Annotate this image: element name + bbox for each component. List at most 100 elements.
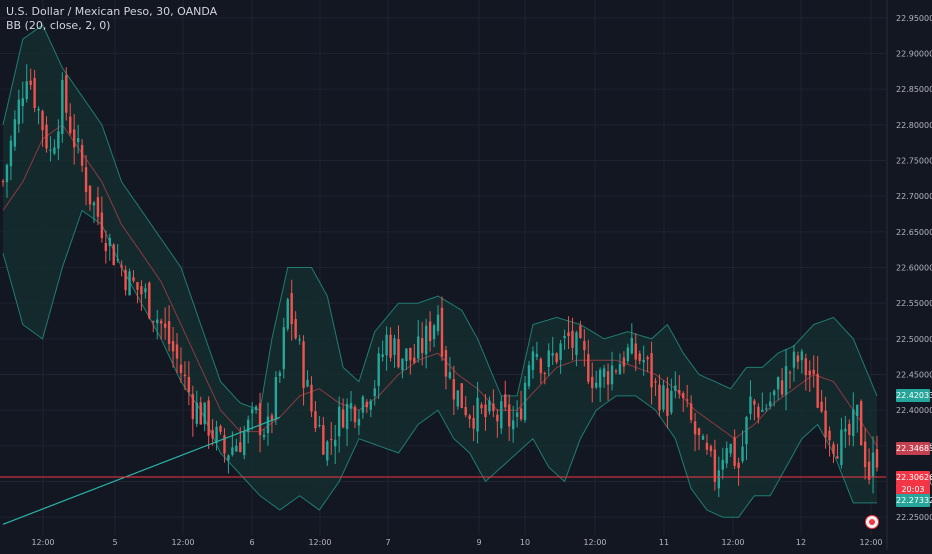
candle-body	[820, 401, 823, 412]
candle-body	[401, 358, 404, 371]
candle-body	[468, 415, 471, 419]
candle-body	[543, 373, 547, 375]
candle-body	[421, 338, 424, 354]
candle-body	[76, 138, 80, 143]
candle-body	[298, 339, 301, 341]
candle-body	[440, 307, 444, 357]
candle-body	[563, 335, 566, 339]
candle-body	[757, 406, 760, 418]
candle-body	[246, 419, 250, 433]
candle-body	[318, 424, 321, 426]
candle-body	[836, 456, 839, 459]
y-tick-label: 22.45000	[896, 371, 932, 380]
candle-body	[1, 181, 5, 183]
candle-body	[80, 144, 84, 166]
candle-body	[598, 369, 602, 388]
candle-body	[745, 416, 748, 445]
candle-body	[333, 439, 337, 447]
candle-body	[606, 371, 610, 385]
candle-body	[472, 418, 475, 429]
candle-body	[341, 409, 345, 428]
candle-body	[270, 415, 274, 421]
candle-body	[314, 411, 317, 429]
candle-body	[622, 357, 626, 367]
candle-body	[784, 366, 788, 395]
candle-body	[191, 394, 195, 420]
candle-body	[670, 390, 673, 413]
candle-body	[108, 238, 111, 246]
candle-body	[104, 243, 108, 252]
candle-body	[171, 340, 175, 352]
candle-body	[21, 98, 24, 107]
candle-body	[875, 449, 879, 468]
candle-body	[33, 77, 36, 109]
candle-body	[709, 446, 713, 452]
candle-body	[559, 343, 562, 360]
indicator-label[interactable]: BB (20, close, 2, 0)	[6, 19, 111, 32]
candle-body	[203, 402, 206, 425]
candle-body	[800, 351, 804, 361]
chart-settings-icon[interactable]	[865, 515, 879, 529]
candle-body	[152, 321, 155, 323]
candle-body	[508, 404, 511, 427]
candle-body	[175, 344, 179, 359]
x-tick-label: 12:00	[308, 538, 331, 547]
candle-body	[480, 404, 483, 409]
candle-body	[519, 408, 523, 420]
candle-body	[369, 400, 372, 410]
candle-body	[17, 99, 21, 125]
candle-body	[492, 403, 495, 412]
candle-body	[215, 426, 218, 444]
y-tick-label: 22.65000	[896, 228, 932, 237]
candle-body	[49, 149, 52, 151]
candle-body	[772, 390, 776, 396]
candle-body	[496, 414, 499, 422]
candle-body	[397, 339, 400, 368]
candle-body	[393, 338, 396, 355]
candle-body	[65, 75, 68, 113]
y-tick-label: 22.60000	[896, 264, 932, 273]
settings-dot-icon	[869, 519, 875, 525]
candle-body	[448, 372, 452, 379]
trend-line	[2, 416, 281, 525]
candle-body	[231, 447, 234, 455]
candle-body	[630, 338, 634, 354]
candle-body	[788, 372, 792, 374]
candle-body	[274, 377, 278, 419]
candle-body	[9, 140, 13, 167]
candle-body	[128, 271, 131, 296]
candle-body	[432, 325, 436, 340]
candle-body	[57, 131, 60, 149]
last-price-price-tag: 22.30626	[896, 470, 932, 484]
candle-body	[539, 358, 543, 374]
candle-body	[591, 376, 594, 389]
candle-body	[29, 80, 32, 85]
candle-body	[523, 382, 527, 421]
candle-body	[140, 286, 143, 295]
x-tick-label: 6	[249, 538, 254, 547]
candle-body	[733, 437, 736, 466]
candle-body	[678, 390, 681, 394]
candle-body	[136, 282, 139, 290]
candle-body	[484, 404, 487, 418]
candle-body	[682, 393, 685, 399]
candle-body	[381, 354, 384, 357]
y-tick-label: 22.40000	[896, 406, 932, 415]
x-tick-label: 5	[112, 538, 117, 547]
symbol-title[interactable]: U.S. Dollar / Mexican Peso, 30, OANDA	[6, 5, 218, 18]
x-tick-label: 12:00	[31, 538, 54, 547]
bollinger-upper-band	[2, 24, 878, 411]
candle-body	[476, 397, 479, 432]
candle-body	[345, 403, 349, 430]
candle-body	[409, 347, 412, 361]
candle-body	[595, 382, 598, 388]
chart-legend: U.S. Dollar / Mexican Peso, 30, OANDA BB…	[6, 5, 217, 33]
countdown-label: 20:03	[896, 483, 930, 495]
candle-body	[286, 299, 289, 329]
candle-body	[199, 402, 202, 425]
candle-body	[697, 428, 701, 436]
candle-body	[282, 327, 285, 370]
candle-body	[262, 434, 266, 438]
